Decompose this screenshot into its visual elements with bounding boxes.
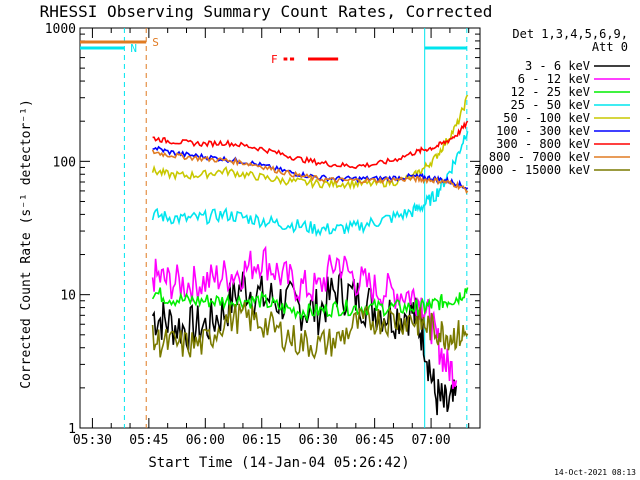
x-tick-label: 06:00 bbox=[186, 433, 225, 448]
legend-label: 50 - 100 keV bbox=[503, 111, 590, 125]
legend-label: 6 - 12 keV bbox=[518, 72, 590, 86]
series-line-8 bbox=[151, 149, 469, 195]
x-tick-label: 06:45 bbox=[355, 433, 394, 448]
state-bar-label: N bbox=[130, 42, 137, 55]
legend-label: 100 - 300 keV bbox=[496, 124, 590, 138]
x-tick-label: 06:30 bbox=[299, 433, 338, 448]
series-line-7 bbox=[152, 120, 469, 170]
series-line-9 bbox=[151, 301, 469, 360]
legend-header-line-2: Att 0 bbox=[592, 40, 628, 54]
y-tick-label: 10 bbox=[60, 289, 76, 304]
y-tick-label: 1 bbox=[68, 422, 76, 437]
x-tick-label: 05:45 bbox=[129, 433, 168, 448]
x-tick-label: 05:30 bbox=[73, 433, 112, 448]
state-bar-label: S bbox=[152, 36, 159, 49]
legend-label: 800 - 7000 keV bbox=[489, 150, 590, 164]
footer-timestamp: 14-Oct-2021 08:13 bbox=[554, 468, 636, 477]
x-tick-label: 07:00 bbox=[412, 433, 451, 448]
state-bar-label: F bbox=[271, 53, 278, 66]
legend-label: 300 - 800 keV bbox=[496, 137, 590, 151]
y-axis-label: Corrected Count Rate (s⁻¹ detector⁻¹) bbox=[19, 99, 34, 389]
series-line-4 bbox=[151, 131, 469, 238]
x-tick-label: 06:15 bbox=[242, 433, 281, 448]
y-tick-label: 1000 bbox=[45, 22, 76, 37]
y-tick-label: 100 bbox=[53, 155, 76, 170]
legend-label: 12 - 25 keV bbox=[511, 85, 590, 99]
legend-header-line-1: Det 1,3,4,5,6,9, bbox=[512, 27, 628, 41]
legend-label: 3 - 6 keV bbox=[525, 59, 590, 73]
plot-area: 1 10 100 1000 05:30 05:45 06:00 06:15 06:30 06:45… bbox=[45, 22, 481, 448]
series-line-5 bbox=[151, 94, 469, 191]
chart-title: RHESSI Observing Summary Count Rates, Co… bbox=[40, 2, 493, 21]
legend-label: 25 - 50 keV bbox=[511, 98, 590, 112]
legend-label: 7000 - 15000 keV bbox=[474, 163, 590, 177]
x-axis-label: Start Time (14-Jan-04 05:26:42) bbox=[148, 455, 409, 471]
plot-frame bbox=[79, 27, 481, 429]
series-line-3 bbox=[151, 287, 469, 323]
